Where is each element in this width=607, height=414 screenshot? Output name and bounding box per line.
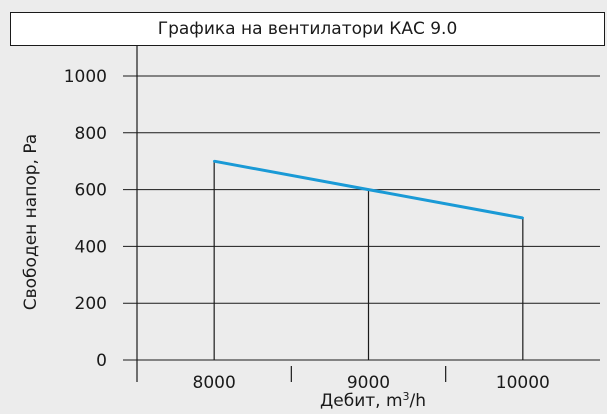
x-tick-label: 10000 — [496, 373, 550, 393]
chart-title: Графика на вентилатори КАС 9.0 — [10, 12, 605, 46]
tick-labels: 0 200 400 600 800 1000 8000 9000 10000 — [64, 67, 550, 393]
x-tick-label: 9000 — [347, 373, 390, 393]
y-tick-label: 1000 — [64, 67, 107, 87]
y-tick-label: 800 — [75, 124, 107, 144]
series-layer — [212, 159, 525, 220]
y-tick-label: 400 — [75, 237, 107, 257]
axis-labels: Дебит, m3/h Свободен напор, Pa — [21, 134, 426, 411]
data-point — [212, 160, 216, 163]
x-tick-label: 8000 — [193, 373, 236, 393]
axes — [136, 46, 447, 382]
x-axis-label: Дебит, m3/h — [320, 390, 426, 412]
y-axis-label: Свободен напор, Pa — [21, 134, 41, 310]
y-tick-label: 600 — [75, 181, 107, 201]
y-tick-label: 200 — [75, 294, 107, 314]
data-point — [367, 188, 370, 191]
data-point — [521, 216, 525, 220]
drop-lines — [213, 161, 524, 360]
y-tick-label: 0 — [96, 351, 107, 371]
grid-lines — [123, 75, 600, 361]
